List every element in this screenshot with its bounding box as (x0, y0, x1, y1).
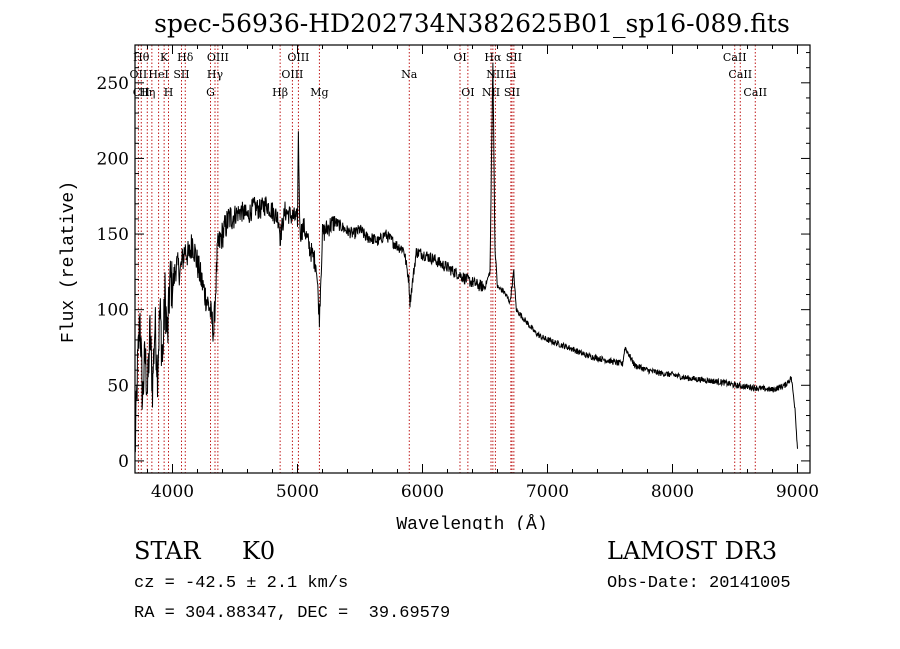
line-label: NII (486, 68, 504, 81)
line-label: CaII (728, 68, 752, 81)
y-tick-label: 50 (107, 376, 129, 396)
line-label: G (206, 86, 215, 99)
observation-date: Obs-Date: 20141005 (607, 574, 791, 593)
redshift-value: cz = -42.5 ± 2.1 km/s (134, 574, 349, 593)
line-label: K (160, 51, 169, 64)
line-label: CaII (743, 86, 767, 99)
y-tick-label: 150 (97, 225, 129, 245)
line-label: H (164, 86, 174, 99)
y-tick-label: 100 (97, 301, 129, 321)
y-tick-label: 200 (97, 149, 129, 169)
y-axis-label: Flux (relative) (59, 181, 79, 343)
line-label: OIII (207, 51, 229, 64)
line-label: SII (506, 51, 522, 64)
line-label: Hθ (133, 51, 150, 64)
line-label: OI (461, 86, 474, 99)
line-label: Hα (484, 51, 502, 64)
line-label: SII (504, 86, 520, 99)
axis-ticks: 4000 5000 6000 7000 8000 9000 0 50 100 150 200 250 (97, 45, 819, 502)
line-label: Hη (139, 86, 155, 99)
line-label: Na (401, 68, 418, 81)
line-label: Hγ (207, 68, 224, 81)
line-label: HeI (148, 68, 168, 81)
y-tick-label: 0 (118, 452, 129, 472)
line-label: Mg (310, 86, 328, 99)
x-tick-label: 5000 (276, 482, 319, 502)
line-label: Hβ (272, 86, 288, 99)
line-label: OIII (287, 51, 309, 64)
line-label: CaII (723, 51, 747, 64)
line-label: Hδ (177, 51, 194, 64)
survey-name: LAMOST DR3 (607, 537, 778, 565)
line-label: SII (173, 68, 189, 81)
spectral-line-markers (137, 45, 756, 473)
x-tick-label: 7000 (526, 482, 569, 502)
line-label: NII (482, 86, 500, 99)
x-axis-label: Wavelength (Å) (396, 514, 547, 530)
line-label: OI (453, 51, 466, 64)
x-tick-label: 8000 (651, 482, 694, 502)
line-label: CII (133, 86, 150, 99)
plot-frame (134, 44, 811, 474)
y-tick-label: 250 (97, 74, 129, 94)
x-tick-label: 6000 (401, 482, 444, 502)
chart-title: spec-56936-HD202734N382625B01_sp16-089.f… (154, 9, 790, 38)
line-label: OII (130, 68, 148, 81)
coordinates: RA = 304.88347, DEC = 39.69579 (134, 604, 451, 623)
line-label: OIII (281, 68, 303, 81)
object-type: STAR (134, 537, 201, 565)
x-tick-label: 4000 (151, 482, 194, 502)
line-label: Li (505, 68, 516, 81)
spectrum-chart: spec-56936-HD202734N382625B01_sp16-089.f… (59, 9, 819, 535)
x-tick-label: 9000 (776, 482, 819, 502)
spectrum-series-line (134, 62, 798, 453)
spectral-class: K0 (242, 537, 276, 565)
spectral-line-labels: Hθ K Hδ OIII OIII OI Hα SII CaII OII HeI SII Hγ OIII N… (130, 51, 768, 99)
